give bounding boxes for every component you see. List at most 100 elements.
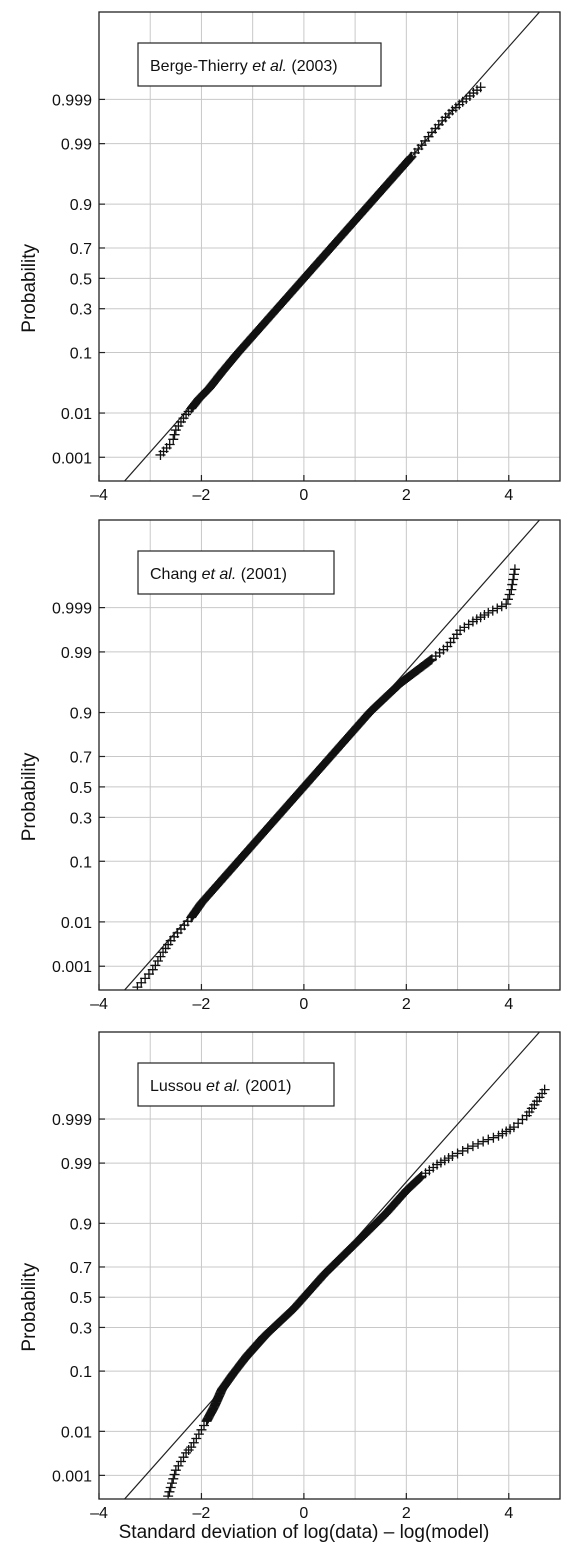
data-point (170, 425, 181, 436)
reference-line (123, 520, 541, 990)
data-point (452, 1148, 463, 1159)
y-tick-label: 0.99 (61, 137, 92, 154)
x-tick-label: 4 (504, 487, 513, 504)
y-tick-label: 0.99 (61, 645, 92, 662)
y-axis-title: Probability (19, 243, 40, 332)
data-point (509, 564, 520, 575)
data-point (150, 960, 161, 971)
y-tick-label: 0.9 (70, 1216, 92, 1233)
y-axis-title: Probability (19, 1262, 40, 1351)
data-series (132, 564, 520, 990)
y-tick-label: 0.999 (52, 1112, 92, 1129)
legend-box (137, 1062, 335, 1107)
x-tick-label: 4 (504, 996, 513, 1013)
legend-year: (2001) (241, 1078, 292, 1095)
y-tick-label: 0.3 (70, 1320, 92, 1337)
legend-box (137, 550, 335, 595)
y-tick-label: 0.5 (70, 1290, 92, 1307)
y-tick-label: 0.9 (70, 197, 92, 214)
data-point (173, 420, 184, 431)
data-point (487, 605, 498, 616)
data-point (483, 607, 494, 618)
y-tick-label: 0.01 (61, 915, 92, 932)
legend-year: (2001) (236, 566, 287, 583)
x-tick-label: –2 (193, 996, 211, 1013)
legend-author: Berge-Thierry (150, 58, 252, 75)
data-point (170, 1465, 181, 1476)
data-point (169, 429, 180, 440)
y-tick-label: 0.001 (52, 1468, 92, 1485)
x-tick-label: 2 (402, 996, 411, 1013)
y-tick-label: 0.7 (70, 749, 92, 766)
legend-year: (2003) (287, 58, 338, 75)
x-tick-label: –4 (90, 487, 108, 504)
x-tick-label: 4 (504, 1505, 513, 1522)
x-tick-label: –2 (193, 1505, 211, 1522)
y-tick-label: 0.99 (61, 1156, 92, 1173)
data-point (168, 1473, 179, 1484)
data-point (488, 1132, 499, 1143)
y-axis-title: Probability (19, 752, 40, 841)
legend-author: Lussou (150, 1078, 206, 1095)
data-point (165, 1482, 176, 1493)
reference-line (123, 1032, 541, 1499)
data-point (478, 1136, 489, 1147)
y-tick-label: 0.01 (61, 1424, 92, 1441)
data-point (199, 1420, 210, 1431)
data-point (191, 1433, 202, 1444)
data-point (186, 1442, 197, 1453)
data-point (508, 574, 519, 585)
y-tick-label: 0.7 (70, 241, 92, 258)
legend-box (137, 42, 382, 87)
data-point (507, 579, 518, 590)
legend-author: Chang (150, 566, 202, 583)
data-point (492, 603, 503, 614)
data-series (163, 1084, 550, 1499)
data-series (155, 82, 486, 460)
chart-panel: –4 –2 0 2 4 0.001 0.01 0.1 0.3 0.5 0.7 0.9 0.99 0.999… (19, 11, 561, 504)
data-point (164, 439, 175, 450)
data-point (405, 152, 416, 163)
legend-etal: et al. (202, 566, 237, 583)
y-tick-label: 0.7 (70, 1260, 92, 1277)
y-tick-label: 0.3 (70, 810, 92, 827)
y-tick-label: 0.1 (70, 1364, 92, 1381)
data-point (404, 153, 415, 164)
data-point (447, 1150, 458, 1161)
data-point (502, 594, 513, 605)
data-point (173, 1460, 184, 1471)
y-tick-label: 0.5 (70, 780, 92, 797)
data-point (175, 1456, 186, 1467)
y-tick-label: 0.9 (70, 706, 92, 723)
x-tick-label: 0 (299, 487, 308, 504)
data-point (501, 599, 512, 610)
legend-label: Chang et al. (2001) (150, 566, 287, 583)
data-point (166, 1478, 177, 1489)
y-tick-label: 0.999 (52, 601, 92, 618)
x-axis-title: Standard deviation of log(data) – log(mo… (119, 1522, 490, 1543)
data-point (169, 1469, 180, 1480)
chart-panel: –4 –2 0 2 4 0.001 0.01 0.1 0.3 0.5 0.7 0.9 0.99 0.999… (19, 519, 561, 1013)
data-point (467, 1141, 478, 1152)
y-tick-label: 0.1 (70, 346, 92, 363)
data-point (462, 1143, 473, 1154)
x-tick-label: –2 (193, 487, 211, 504)
data-point (496, 601, 507, 612)
y-tick-label: 0.01 (61, 406, 92, 423)
x-tick-label: 2 (402, 487, 411, 504)
y-tick-label: 0.001 (52, 450, 92, 467)
y-tick-label: 0.3 (70, 302, 92, 319)
data-point (483, 1134, 494, 1145)
y-tick-label: 0.1 (70, 854, 92, 871)
plot-frame (98, 1031, 561, 1500)
data-point (193, 1429, 204, 1440)
data-point (188, 1437, 199, 1448)
data-point (424, 655, 435, 666)
x-tick-label: 0 (299, 996, 308, 1013)
data-point (178, 1452, 189, 1463)
data-point (155, 951, 166, 962)
x-tick-label: 2 (402, 1505, 411, 1522)
x-tick-label: –4 (90, 996, 108, 1013)
data-point (475, 82, 486, 93)
